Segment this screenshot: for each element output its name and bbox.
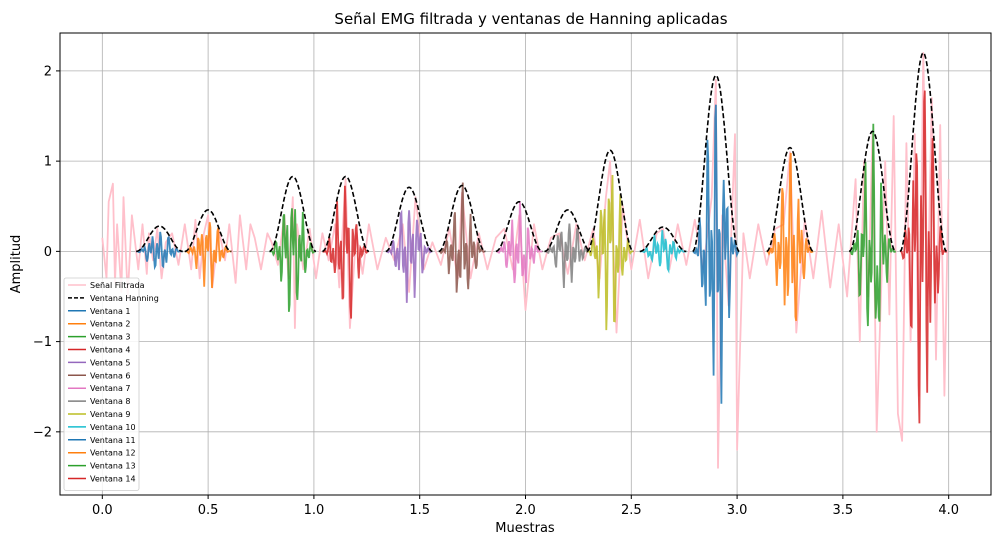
series-ventana-1 [136, 231, 183, 271]
series-ventana-9 [586, 174, 634, 331]
series-ventana-12 [766, 152, 814, 321]
hanning-window-5 [385, 186, 433, 253]
x-axis-label: Muestras [495, 521, 555, 536]
hanning-layer [136, 51, 948, 253]
hanning-window-4 [322, 175, 370, 253]
legend-entry: Ventana 2 [90, 320, 131, 329]
chart-title: Señal EMG filtrada y ventanas de Hanning… [334, 10, 727, 28]
hanning-window-6 [438, 184, 486, 253]
legend-entry: Ventana 13 [90, 462, 136, 471]
y-tick-label: 2 [44, 64, 52, 79]
legend-entry: Ventana 7 [90, 384, 131, 393]
hanning-window-7 [495, 200, 543, 253]
series-ventana-14 [900, 90, 948, 424]
x-tick-label: 0.0 [92, 503, 113, 518]
hanning-window-2 [184, 209, 232, 253]
hanning-window-9 [586, 149, 634, 253]
legend-entry: Ventana 8 [90, 397, 131, 406]
legend-entry: Ventana 9 [90, 410, 131, 419]
hanning-window-11 [692, 74, 740, 253]
hanning-window-13 [848, 130, 897, 253]
legend-entry: Ventana 4 [90, 346, 131, 355]
legend: Señal Filtrada Ventana Hanning Ventana 1 Ve… [63, 277, 159, 491]
y-tick-label: −1 [33, 335, 52, 350]
plot-area [101, 51, 950, 469]
series-ventana-6 [438, 182, 486, 293]
x-tick-label: 4.0 [938, 503, 959, 518]
y-axis-ticks: −2 −1 0 1 2 [33, 64, 60, 440]
hanning-window-12 [766, 146, 814, 253]
series-ventana-5 [385, 209, 433, 303]
legend-entry: Ventana 3 [90, 333, 131, 342]
signal-layer [101, 52, 950, 469]
x-tick-label: 2.5 [621, 503, 642, 518]
series-ventana-2 [184, 222, 232, 289]
legend-entry: Ventana 5 [90, 358, 131, 367]
legend-box [63, 277, 140, 491]
hanning-window-10 [639, 226, 687, 253]
x-tick-label: 3.5 [833, 503, 854, 518]
y-tick-label: −2 [33, 425, 52, 440]
series-ventana-8 [544, 223, 592, 289]
series-senal-filtrada [101, 52, 950, 469]
legend-entry: Ventana Hanning [90, 294, 159, 303]
x-tick-label: 2.0 [515, 503, 536, 518]
series-ventana-4 [322, 185, 370, 319]
x-tick-label: 1.5 [409, 503, 430, 518]
x-axis-ticks: 0.0 0.5 1.0 1.5 2.0 2.5 3.0 3.5 4.0 [92, 495, 959, 518]
hanning-window-1 [136, 225, 183, 253]
y-tick-label: 1 [44, 155, 52, 170]
legend-entry: Ventana 12 [90, 449, 136, 458]
legend-entry: Ventana 11 [90, 436, 136, 445]
legend-entry: Ventana 14 [90, 475, 136, 484]
legend-entry: Ventana 6 [90, 371, 131, 380]
x-tick-label: 1.0 [304, 503, 325, 518]
y-tick-label: 0 [44, 245, 52, 260]
series-ventana-3 [269, 208, 316, 312]
series-ventana-13 [849, 123, 897, 327]
legend-entry: Señal Filtrada [90, 281, 145, 290]
hanning-window-8 [544, 209, 592, 253]
series-ventana-11 [692, 104, 740, 404]
hanning-window-3 [269, 175, 317, 253]
legend-entry: Ventana 10 [90, 423, 136, 432]
series-ventana-7 [495, 201, 543, 284]
windows-layer [136, 90, 948, 424]
series-ventana-10 [639, 230, 687, 274]
x-tick-label: 3.0 [727, 503, 748, 518]
x-tick-label: 0.5 [198, 503, 219, 518]
y-axis-label: Amplitud [9, 235, 24, 294]
legend-entry: Ventana 1 [90, 307, 131, 316]
